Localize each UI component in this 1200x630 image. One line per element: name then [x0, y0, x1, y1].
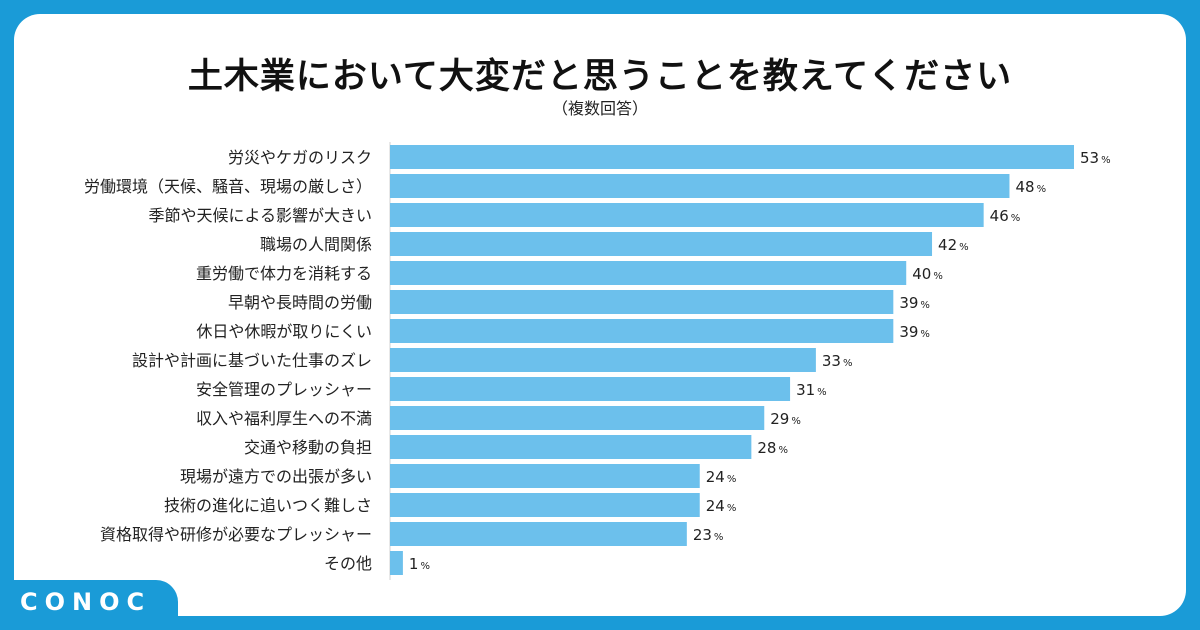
bar: [390, 348, 816, 372]
category-label: 重労働で体力を消耗する: [196, 264, 372, 283]
bar: [390, 319, 894, 343]
value-label: 53%: [1080, 149, 1111, 167]
chart-title: 土木業において大変だと思うことを教えてください: [187, 57, 1013, 97]
bar: [390, 406, 765, 430]
value-label: 24%: [706, 468, 737, 486]
value-label: 31%: [796, 381, 827, 399]
bar: [390, 493, 700, 517]
value-label: 29%: [770, 410, 801, 428]
chart-subtitle: （複数回答）: [551, 99, 648, 118]
category-label: その他: [324, 554, 372, 573]
value-label: 39%: [899, 323, 930, 341]
category-label: 休日や休暇が取りにくい: [196, 322, 372, 341]
category-label: 早朝や長時間の労働: [228, 293, 372, 312]
value-label: 33%: [822, 352, 853, 370]
category-label: 収入や福利厚生への不満: [196, 409, 372, 428]
value-label: 40%: [912, 265, 943, 283]
category-label: 季節や天候による影響が大きい: [148, 206, 372, 225]
category-label: 設計や計画に基づいた仕事のズレ: [132, 351, 372, 370]
category-label: 職場の人間関係: [260, 235, 372, 254]
category-label: 資格取得や研修が必要なプレッシャー: [100, 525, 372, 544]
value-label: 46%: [990, 207, 1021, 225]
value-label: 39%: [899, 294, 930, 312]
bar: [390, 522, 687, 546]
category-label: 労働環境（天候、騒音、現場の厳しさ）: [84, 177, 372, 196]
brand-logo: CONOC: [20, 588, 152, 616]
bar: [390, 551, 403, 575]
bar: [390, 145, 1074, 169]
category-label: 安全管理のプレッシャー: [196, 380, 372, 399]
bar: [390, 377, 791, 401]
bar: [390, 290, 894, 314]
category-label: 技術の進化に追いつく難しさ: [164, 496, 372, 515]
bar: [390, 261, 907, 285]
value-label: 1%: [409, 555, 430, 573]
bar: [390, 232, 933, 256]
category-label: 現場が遠方での出張が多い: [180, 467, 372, 486]
brand-tab: [0, 580, 178, 630]
value-label: 24%: [706, 497, 737, 515]
bar: [390, 435, 752, 459]
value-label: 28%: [757, 439, 788, 457]
category-label: 労災やケガのリスク: [228, 148, 372, 167]
category-label: 交通や移動の負担: [244, 438, 372, 457]
value-label: 42%: [938, 236, 969, 254]
bar: [390, 464, 700, 488]
bar: [390, 203, 984, 227]
bar: [390, 174, 1010, 198]
value-label: 23%: [693, 526, 724, 544]
value-label: 48%: [1015, 178, 1046, 196]
